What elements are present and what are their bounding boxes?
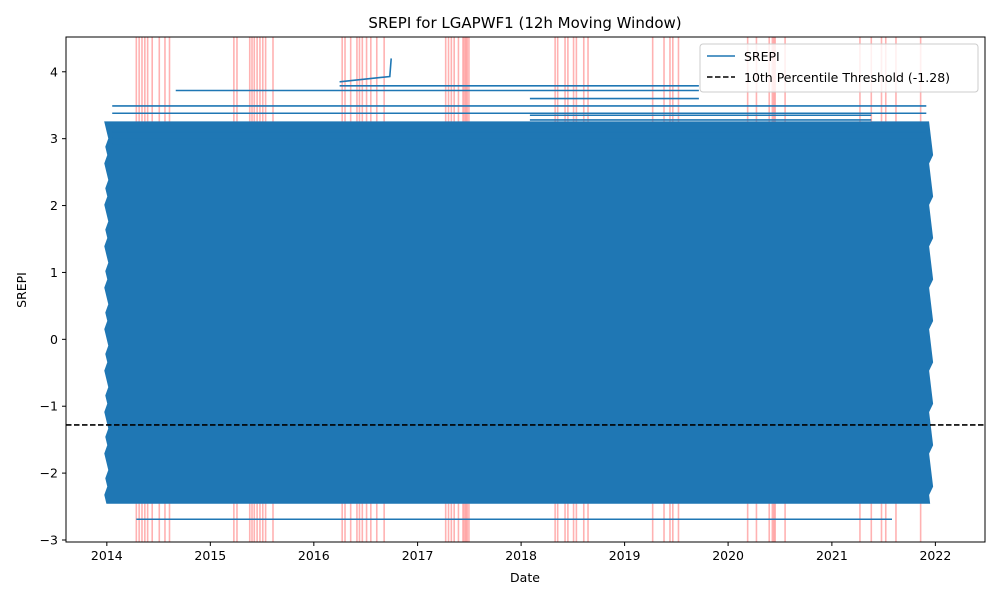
- y-tick-label-6: 3: [50, 131, 58, 146]
- legend-box: [699, 43, 979, 93]
- x-tick-label-2018: 2018: [505, 548, 537, 563]
- y-tick-label-4: 1: [50, 265, 58, 280]
- x-tick-label-2020: 2020: [712, 548, 744, 563]
- legend: SREPI 10th Percentile Threshold (-1.28): [699, 43, 979, 93]
- y-tick-label-7: 4: [50, 64, 58, 79]
- x-tick-label-2015: 2015: [194, 548, 226, 563]
- x-tick-label-2022: 2022: [919, 548, 951, 563]
- x-tick-label-2017: 2017: [402, 548, 434, 563]
- chart-title: SREPI for LGAPWF1 (12h Moving Window): [368, 14, 681, 32]
- x-tick-label-2014: 2014: [91, 548, 123, 563]
- y-tick-label-2: −1: [40, 399, 58, 414]
- y-axis-label: SREPI: [14, 272, 29, 308]
- y-tick-label-1: −2: [40, 466, 58, 481]
- legend-label-threshold: 10th Percentile Threshold (-1.28): [744, 70, 950, 85]
- legend-label-srepi: SREPI: [744, 49, 780, 64]
- y-tick-label-0: −3: [40, 532, 58, 547]
- y-tick-label-5: 2: [50, 198, 58, 213]
- x-axis: 2014 2015 2016 2017 2018 2019 2020 2021 2022: [91, 542, 951, 563]
- plot-area-frame: [65, 36, 986, 543]
- x-axis-label: Date: [510, 570, 540, 585]
- x-tick-label-2021: 2021: [816, 548, 848, 563]
- x-tick-label-2016: 2016: [298, 548, 330, 563]
- srepi-spike: [339, 58, 392, 83]
- x-tick-label-2019: 2019: [609, 548, 641, 563]
- srepi-series: [104, 58, 934, 521]
- y-axis: −3 −2 −1 0 1 2 3 4: [40, 64, 66, 547]
- y-tick-label-3: 0: [50, 332, 58, 347]
- srepi-dense-band: [104, 121, 934, 504]
